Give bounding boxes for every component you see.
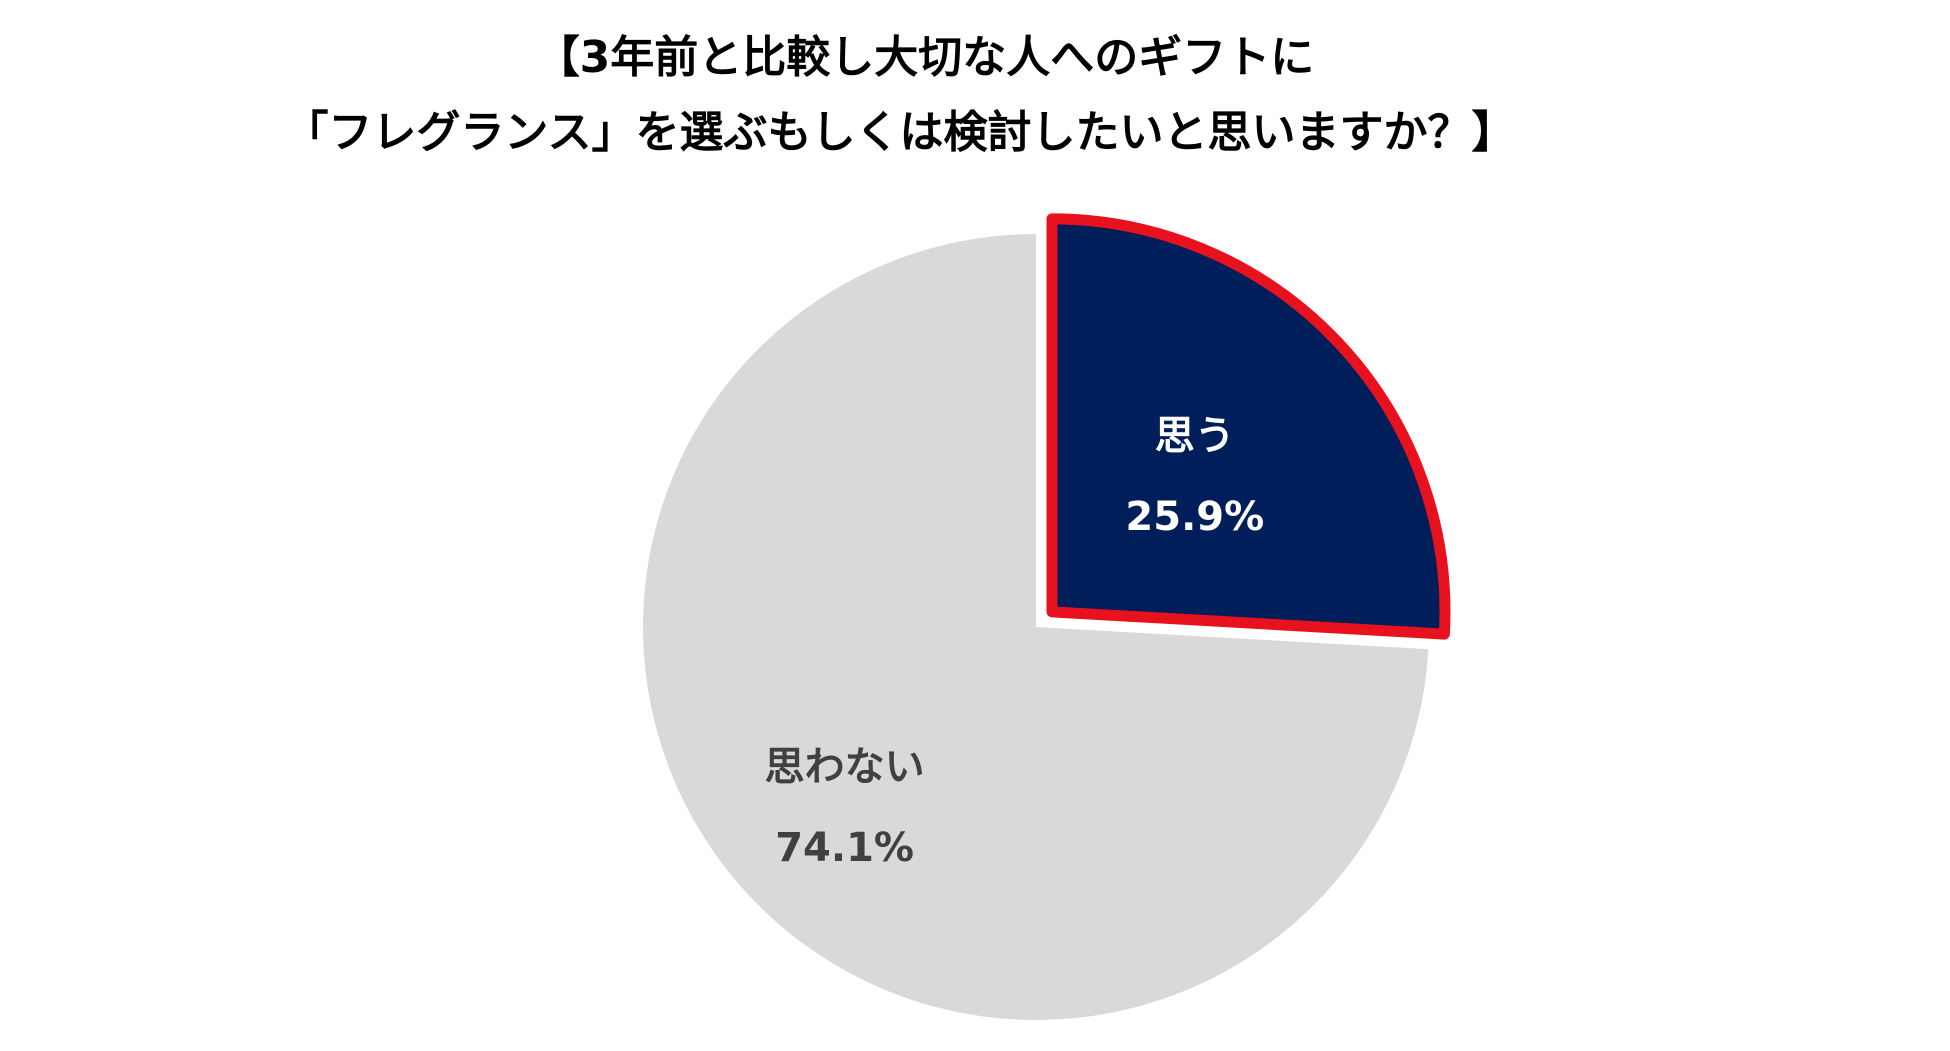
chart-title: 【3年前と比較し大切な人へのギフトに 「フレグランス」を選ぶもしくは検討したいと… (0, 20, 1950, 170)
chart-title-line2: 「フレグランス」を選ぶもしくは検討したいと思いますか？】 (284, 107, 1516, 158)
chart-title-line1: 【3年前と比較し大切な人へのギフトに (535, 32, 1315, 83)
pie-slice-yes (1046, 213, 1451, 640)
slice-label-yes: 思う (1155, 413, 1235, 459)
slice-label-no: 思わない (765, 744, 925, 790)
slice-value-yes: 25.9% (1125, 494, 1264, 540)
slice-value-no: 74.1% (775, 825, 914, 871)
pie-slice-no (642, 234, 1429, 1020)
